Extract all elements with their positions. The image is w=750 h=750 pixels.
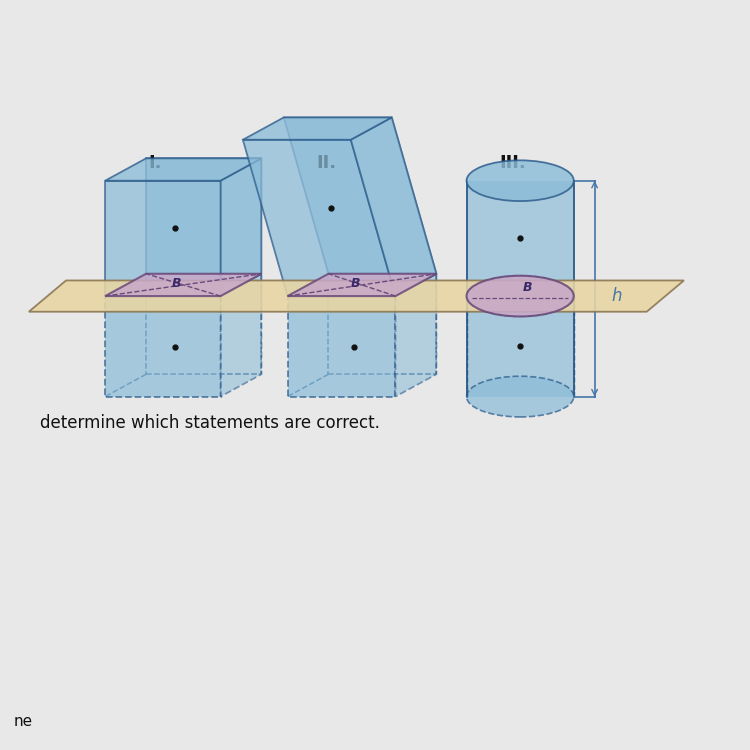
Polygon shape bbox=[105, 296, 220, 397]
Ellipse shape bbox=[466, 276, 574, 316]
Polygon shape bbox=[287, 296, 395, 397]
Polygon shape bbox=[146, 158, 262, 274]
Polygon shape bbox=[220, 158, 262, 296]
Polygon shape bbox=[105, 274, 262, 296]
Polygon shape bbox=[466, 181, 574, 397]
Polygon shape bbox=[105, 181, 220, 296]
Polygon shape bbox=[395, 274, 436, 397]
Text: h: h bbox=[611, 287, 622, 305]
Polygon shape bbox=[28, 280, 684, 312]
Ellipse shape bbox=[466, 160, 574, 201]
Text: II.: II. bbox=[316, 154, 337, 172]
Polygon shape bbox=[243, 118, 392, 140]
Text: I.: I. bbox=[148, 154, 162, 172]
Polygon shape bbox=[243, 140, 395, 296]
Text: B: B bbox=[351, 277, 360, 290]
Text: III.: III. bbox=[500, 154, 526, 172]
Polygon shape bbox=[351, 118, 436, 296]
Text: B: B bbox=[523, 280, 532, 294]
Text: B: B bbox=[172, 277, 182, 290]
Text: determine which statements are correct.: determine which statements are correct. bbox=[40, 415, 380, 433]
Ellipse shape bbox=[466, 376, 574, 417]
Polygon shape bbox=[284, 118, 436, 274]
Polygon shape bbox=[287, 274, 436, 296]
Polygon shape bbox=[220, 274, 262, 397]
Polygon shape bbox=[105, 158, 262, 181]
Text: ne: ne bbox=[14, 714, 33, 729]
